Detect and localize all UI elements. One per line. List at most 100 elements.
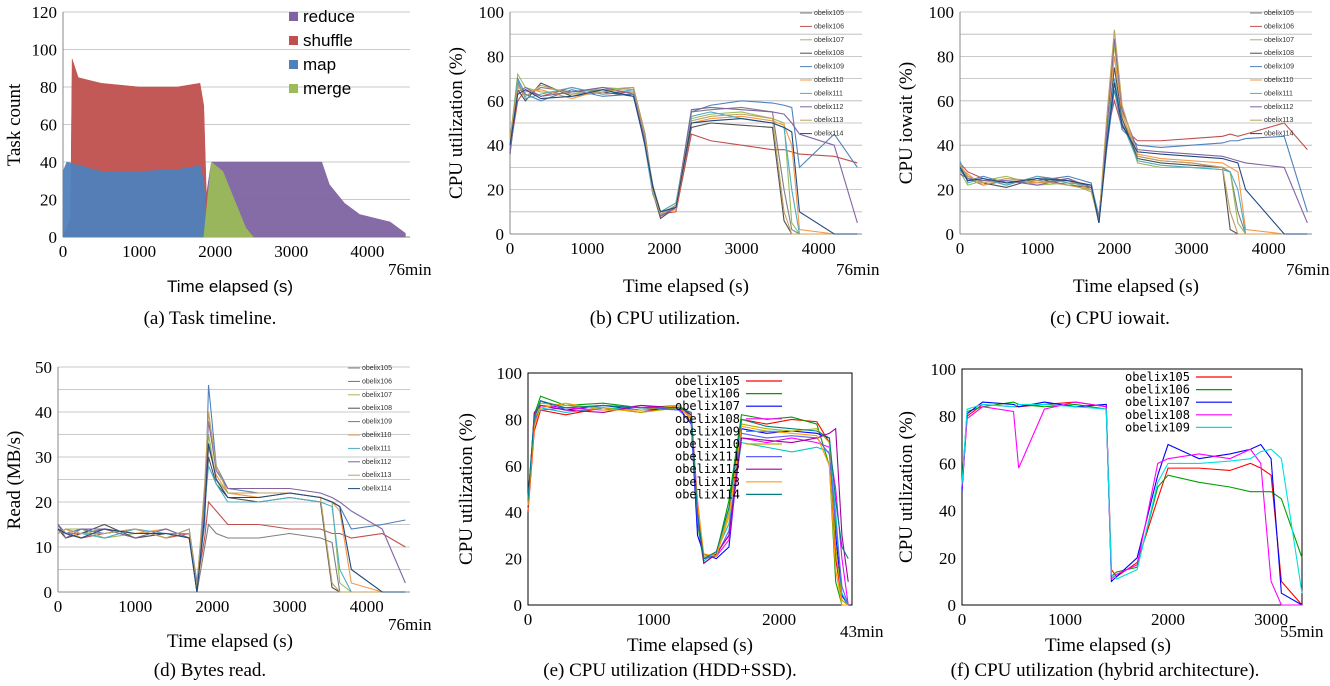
legend-label-obelix114: obelix114 — [362, 486, 392, 493]
legend-label-obelix107: obelix107 — [1125, 395, 1190, 409]
y-tick-label: 80 — [937, 47, 954, 66]
y-tick-label: 80 — [40, 78, 57, 97]
x-tick-label: 3000 — [1175, 239, 1209, 258]
y-tick-label: 40 — [939, 502, 956, 521]
legend-label-obelix109: obelix109 — [675, 424, 740, 438]
panel-e: 0 1000 2000 0 20 40 60 80 100 Time elapsed (s) CPU… — [440, 355, 884, 656]
y-axis-label: CPU iowait (%) — [896, 62, 917, 184]
y-tick-label: 50 — [35, 358, 52, 377]
x-tick-label: 3000 — [1254, 610, 1288, 629]
legend-swatch-reduce — [289, 12, 298, 21]
y-tick-label: 0 — [44, 583, 53, 602]
caption-b: (b) CPU utilization. — [589, 308, 741, 329]
legend-label-obelix106: obelix106 — [362, 378, 392, 385]
series-line-obelix107 — [961, 401, 1303, 606]
y-tick-label: 30 — [35, 448, 52, 467]
series-line-obelix112 — [509, 86, 858, 224]
caption-f: (f) CPU utilization (hybrid architecture… — [950, 660, 1260, 681]
y-tick-label: 40 — [35, 403, 52, 422]
y-tick-label: 20 — [40, 191, 57, 210]
x-tick-label: 2000 — [762, 610, 796, 629]
legend-label-obelix113: obelix113 — [675, 475, 740, 489]
y-tick-label: 10 — [35, 538, 52, 557]
y-tick-label: 60 — [487, 92, 504, 111]
series-line-obelix114 — [509, 89, 858, 235]
legend-swatch-map — [289, 60, 298, 69]
legend-label-obelix107: obelix107 — [675, 399, 740, 413]
series-line-obelix113 — [57, 411, 406, 593]
x-tick-label: 2000 — [1097, 239, 1131, 258]
legend-swatch-merge — [289, 84, 298, 93]
series-line-obelix111 — [959, 78, 1308, 235]
x-tick-label: 4000 — [802, 239, 836, 258]
legend-label-obelix105: obelix105 — [675, 374, 740, 388]
y-tick-label: 20 — [487, 181, 504, 200]
caption-e: (e) CPU utilization (HDD+SSD). — [543, 660, 797, 681]
legend-label-obelix108: obelix108 — [814, 50, 844, 57]
legend-label-obelix114: obelix114 — [1264, 131, 1294, 138]
x-tick-label: 1000 — [637, 610, 671, 629]
y-tick-label: 20 — [939, 549, 956, 568]
legend-label-obelix107: obelix107 — [1264, 37, 1294, 44]
y-axis-label: Task count — [4, 83, 25, 166]
series-line-obelix111 — [509, 78, 858, 235]
series-line-obelix108 — [959, 67, 1308, 235]
x-tick-label: 0 — [958, 610, 967, 629]
x-axis-label: Time elapsed (s) — [167, 277, 293, 296]
y-axis-label: CPU utilization (%) — [896, 411, 917, 563]
series-line-obelix114 — [527, 400, 849, 560]
x-tick-label: 1000 — [118, 597, 152, 616]
legend-label-obelix106: obelix106 — [814, 23, 844, 30]
y-tick-label: 0 — [948, 596, 957, 615]
legend-label-obelix106: obelix106 — [1264, 23, 1294, 30]
y-tick-label: 100 — [929, 3, 955, 22]
legend-label-obelix109: obelix109 — [362, 419, 392, 426]
legend-label-obelix113: obelix113 — [814, 117, 844, 124]
x-axis-label: Time elapsed (s) — [1045, 635, 1171, 656]
legend-label-obelix109: obelix109 — [1264, 64, 1294, 71]
legend-label-obelix109: obelix109 — [814, 64, 844, 71]
legend-label-obelix108: obelix108 — [1125, 408, 1190, 422]
x-tick-label: 1000 — [570, 239, 604, 258]
y-tick-label: 100 — [479, 3, 505, 22]
chart-f: 0 1000 2000 3000 0 20 40 60 80 100 Time elapsed (s… — [896, 360, 1324, 656]
y-tick-label: 60 — [937, 92, 954, 111]
x-tick-label: 2000 — [195, 597, 229, 616]
legend-label-obelix112: obelix112 — [1264, 104, 1294, 111]
chart-c: 0 1000 2000 3000 4000 0 20 40 60 80 100 Time elapse… — [896, 3, 1330, 297]
legend-label-obelix111: obelix111 — [1264, 90, 1293, 97]
x-tick-label: 0 — [59, 242, 68, 261]
y-tick-label: 40 — [937, 136, 954, 155]
x-end-label: 76min — [388, 260, 432, 279]
y-tick-label: 0 — [514, 596, 523, 615]
legend-label-reduce: reduce — [303, 7, 355, 26]
series-line-obelix107 — [57, 434, 406, 593]
panel-a: 0 1000 2000 3000 4000 0 20 40 60 80 100 120 Time ela… — [0, 0, 432, 300]
legend-label-shuffle: shuffle — [303, 31, 353, 50]
caption-a: (a) Task timeline. — [143, 308, 277, 329]
legend-label-map: map — [303, 55, 336, 74]
series-line-obelix109 — [959, 89, 1308, 224]
series-line-obelix109 — [961, 403, 1303, 594]
x-end-label: 76min — [836, 260, 880, 279]
y-axis-label: CPU utilization (%) — [456, 413, 477, 565]
plot-frame — [527, 372, 853, 606]
legend-label-obelix108: obelix108 — [675, 412, 740, 426]
y-tick-label: 0 — [49, 228, 58, 247]
legend-label-obelix110: obelix110 — [814, 77, 844, 84]
y-tick-label: 40 — [40, 153, 57, 172]
legend-label-obelix113: obelix113 — [362, 472, 392, 479]
series-line-obelix114 — [959, 82, 1308, 235]
x-end-label: 55min — [1280, 622, 1324, 641]
legend-label-obelix111: obelix111 — [675, 450, 740, 464]
y-tick-label: 100 — [931, 360, 957, 379]
legend-label-obelix112: obelix112 — [675, 462, 740, 476]
series-line-obelix112 — [959, 38, 1308, 224]
legend-label-obelix114: obelix114 — [675, 487, 740, 501]
y-tick-label: 20 — [35, 493, 52, 512]
area-map — [62, 161, 208, 238]
caption-d: (d) Bytes read. — [153, 660, 267, 681]
legend-label-obelix106: obelix106 — [675, 387, 740, 401]
y-tick-label: 100 — [32, 41, 58, 60]
series-line-obelix111 — [57, 465, 406, 593]
